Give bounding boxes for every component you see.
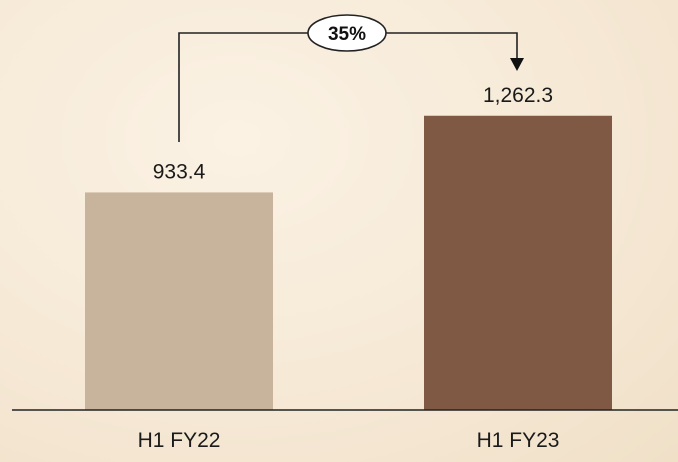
category-label-1: H1 FY22 [138, 429, 221, 452]
growth-annotation: 35% [178, 14, 524, 142]
growth-arrow-head [510, 58, 524, 71]
category-labels-group: H1 FY22 H1 FY23 [138, 429, 560, 452]
bar-2 [424, 115, 612, 411]
growth-callout-oval [307, 14, 387, 52]
value-label-2: 1,262.3 [483, 84, 553, 107]
bar-1 [85, 192, 273, 410]
value-label-1: 933.4 [153, 160, 206, 183]
growth-percent-label: 35% [328, 24, 366, 45]
category-label-2: H1 FY23 [477, 429, 560, 452]
bars-group [85, 115, 612, 411]
value-labels-group: 933.4 1,262.3 [153, 84, 553, 184]
